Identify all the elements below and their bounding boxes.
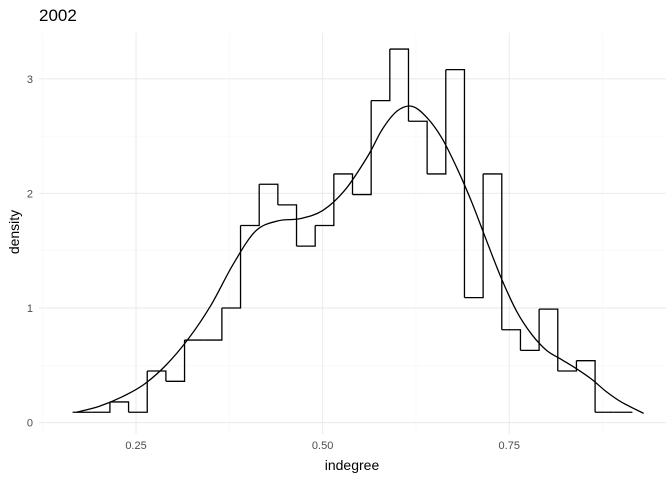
density-curve-layer (76, 105, 644, 414)
y-axis-title: density (6, 210, 22, 254)
histogram-bin-4 (147, 370, 167, 382)
histogram-bin-26 (557, 360, 578, 372)
histogram-bin-10 (259, 183, 279, 205)
x-tick-label-2: 0.75 (499, 440, 520, 452)
histogram-bin-9 (240, 184, 260, 227)
y-tick-label-1: 1 (27, 303, 33, 315)
y-axis-ticks: 0 1 2 3 (27, 74, 33, 430)
x-axis-ticks: 0.25 0.50 0.75 (125, 440, 520, 452)
chart-title: 2002 (39, 6, 77, 25)
y-tick-label-2: 2 (27, 188, 33, 200)
y-tick-label-3: 3 (27, 74, 33, 86)
histogram-bin-15 (352, 100, 372, 196)
histogram-bin-20 (445, 69, 466, 298)
histogram-bin-24 (520, 309, 540, 352)
histogram-bin-2 (109, 401, 130, 413)
histogram-bin-14 (333, 173, 354, 195)
y-tick-label-0: 0 (27, 418, 33, 430)
histogram-bin-11 (277, 204, 298, 247)
histogram-bin-25 (539, 308, 559, 371)
x-tick-label-0: 0.25 (125, 440, 146, 452)
x-tick-label-1: 0.50 (312, 440, 333, 452)
histogram-bin-1 (91, 401, 111, 413)
histogram-bin-27 (576, 360, 596, 413)
histogram-bin-7 (203, 307, 223, 341)
histogram-bin-3 (128, 370, 148, 413)
histogram-bin-23 (501, 329, 522, 351)
histogram-bin-13 (315, 173, 335, 227)
density-curve (76, 105, 644, 414)
histogram-bin-21 (464, 173, 484, 299)
histogram-bin-5 (165, 340, 186, 382)
histogram-bin-18 (408, 120, 428, 174)
x-axis-title: indegree (325, 457, 380, 473)
histogram-bin-17 (389, 48, 410, 122)
histogram-bin-12 (296, 225, 316, 247)
minor-gridlines (39, 33, 666, 434)
histogram-bin-16 (371, 49, 391, 102)
histogram-bin-19 (427, 69, 447, 175)
